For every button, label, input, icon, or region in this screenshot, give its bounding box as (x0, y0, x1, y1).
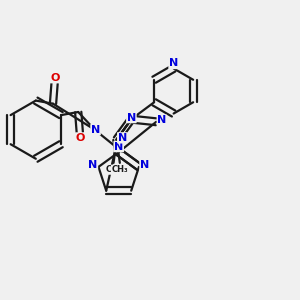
Text: N: N (118, 133, 127, 143)
Text: N: N (88, 160, 98, 170)
Text: N: N (114, 142, 123, 152)
Text: N: N (140, 160, 149, 170)
Text: O: O (50, 73, 60, 83)
Text: CH₃: CH₃ (112, 165, 128, 174)
Text: O: O (76, 133, 85, 143)
Text: CH₃: CH₃ (105, 165, 122, 174)
Text: N: N (157, 115, 167, 125)
Text: N: N (91, 125, 100, 135)
Text: N: N (169, 58, 178, 68)
Text: N: N (127, 112, 136, 123)
